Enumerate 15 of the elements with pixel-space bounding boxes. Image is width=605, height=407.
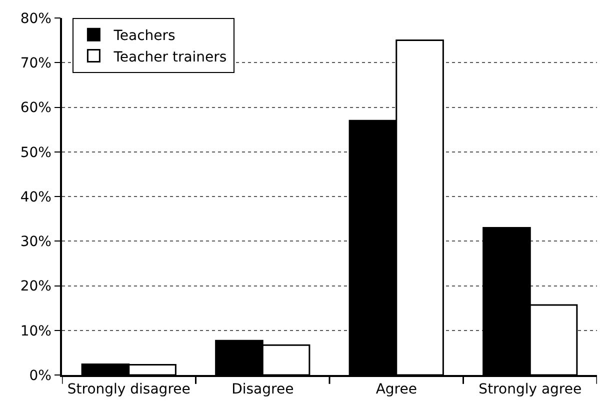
y-tick-label: 40%: [20, 189, 52, 206]
x-tick-label: Strongly disagree: [67, 382, 190, 398]
y-tick-label: 60%: [20, 100, 52, 116]
x-tick-label: Strongly agree: [478, 382, 582, 398]
y-tick-label: 80%: [20, 10, 52, 27]
y-tick-label: 70%: [20, 56, 52, 72]
legend-label: Teacher trainers: [112, 49, 227, 66]
x-tick-label: Disagree: [232, 382, 294, 398]
y-tick-label: 30%: [20, 234, 52, 250]
y-tick-label: 10%: [20, 323, 52, 340]
legend-label: Teachers: [112, 28, 176, 44]
y-tick-label: 50%: [20, 144, 52, 161]
x-tick-label: Agree: [376, 382, 417, 398]
y-tick-label: 20%: [20, 278, 52, 295]
y-tick-label: 0%: [29, 368, 52, 384]
